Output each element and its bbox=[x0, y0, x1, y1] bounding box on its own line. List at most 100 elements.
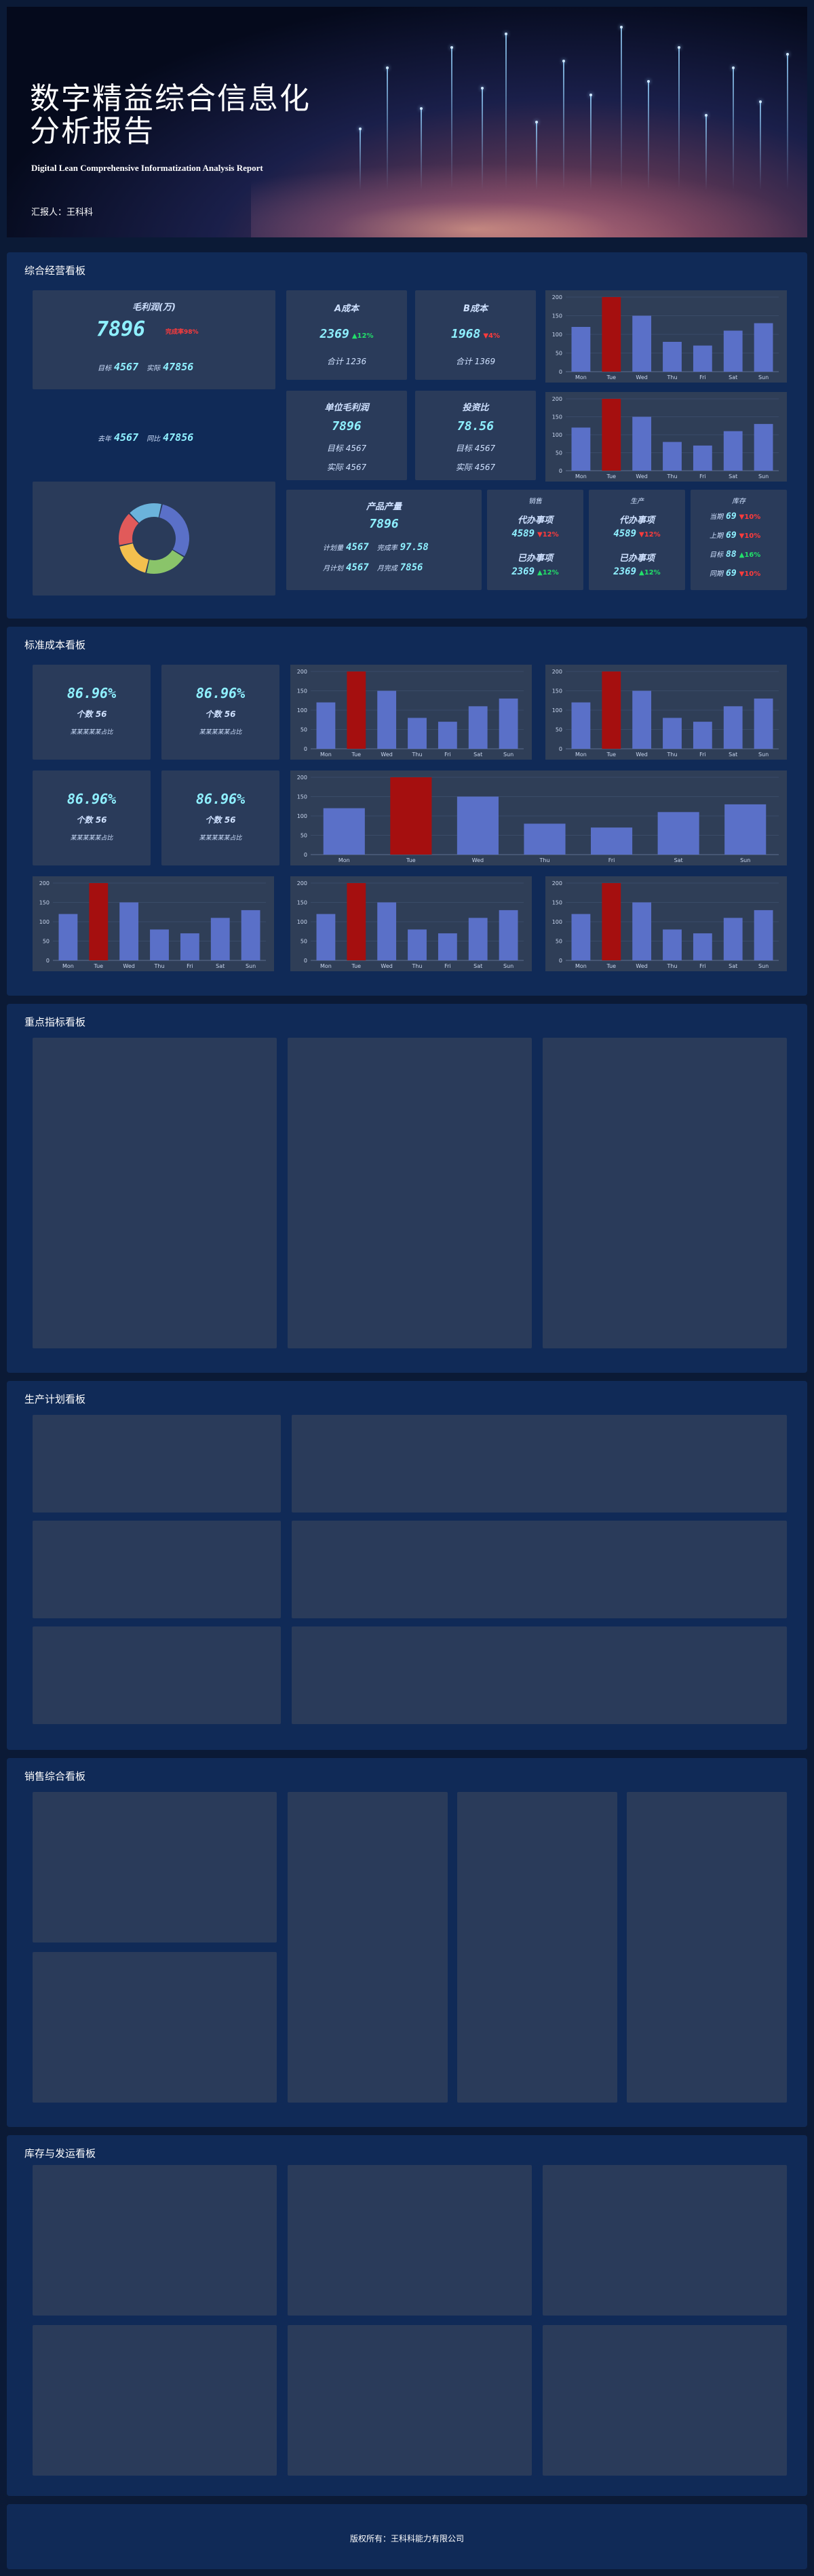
x-tick-label: Tue bbox=[606, 752, 616, 758]
light-beam bbox=[678, 47, 680, 190]
bar bbox=[602, 671, 621, 749]
inventory-row: 当期 69 ▼10% bbox=[710, 511, 761, 522]
x-tick-label: Sat bbox=[729, 374, 737, 380]
hero-glow bbox=[251, 163, 807, 237]
bar bbox=[210, 918, 230, 960]
empty-panel bbox=[33, 1521, 281, 1618]
profit-row-1: 目标 4567 实际 47856 bbox=[98, 361, 194, 373]
y-tick-label: 50 bbox=[556, 351, 562, 357]
section-title: 生产计划看板 bbox=[24, 1394, 86, 1405]
a-cost-label: A成本 bbox=[334, 304, 360, 314]
y-tick-label: 0 bbox=[46, 958, 50, 964]
x-tick-label: Thu bbox=[539, 857, 549, 863]
x-tick-label: Thu bbox=[666, 752, 677, 758]
light-dot bbox=[759, 100, 762, 103]
bar bbox=[241, 910, 260, 960]
b-cost-sub: 合计 1369 bbox=[455, 357, 496, 366]
light-beam bbox=[787, 54, 788, 190]
copyright-text: 版权所有：王科科能力有限公司 bbox=[349, 2534, 464, 2543]
empty-panel bbox=[33, 1792, 277, 1943]
x-tick-label: Mon bbox=[320, 752, 332, 758]
x-tick-label: Tue bbox=[93, 963, 103, 969]
light-dot bbox=[450, 46, 453, 49]
b-cost-card: B成本 1968 ▼4% 合计 1369 bbox=[415, 290, 536, 380]
output-label: 产品产量 bbox=[366, 502, 402, 512]
bar-chart-card: 0 50 100 150 200 Mon Tue Wed Thu Fri Sat Sun bbox=[33, 876, 274, 971]
light-dot bbox=[535, 121, 538, 123]
x-tick-label: Sun bbox=[503, 752, 513, 758]
y-tick-label: 0 bbox=[559, 958, 562, 964]
profit-card: 毛利润(万) 7896 完成率98% 目标 4567 实际 47856 bbox=[33, 290, 275, 389]
bar bbox=[632, 690, 652, 749]
bar-chart: 0 50 100 150 200 Mon Tue Wed Thu Fri Sat Sun bbox=[552, 669, 779, 758]
y-tick-label: 150 bbox=[39, 900, 50, 906]
bar bbox=[89, 883, 109, 960]
section-title: 标准成本看板 bbox=[24, 640, 86, 651]
sales-todo-label: 代办事项 bbox=[517, 515, 553, 526]
profit-badge: 完成率98% bbox=[166, 329, 199, 336]
y-tick-label: 50 bbox=[43, 939, 50, 945]
bar bbox=[591, 827, 633, 855]
unit-profit-label: 单位毛利润 bbox=[324, 403, 369, 413]
unit-profit-value: 7896 bbox=[332, 419, 362, 433]
y-tick-label: 100 bbox=[552, 432, 562, 438]
bar bbox=[377, 690, 397, 749]
bar bbox=[468, 918, 488, 960]
bar bbox=[693, 345, 712, 372]
light-dot bbox=[481, 87, 484, 90]
x-tick-label: Sat bbox=[729, 963, 737, 969]
light-beam bbox=[733, 68, 734, 190]
light-dot bbox=[359, 128, 362, 130]
empty-panel bbox=[627, 1792, 787, 2103]
x-tick-label: Sun bbox=[740, 857, 750, 863]
empty-panel bbox=[292, 1626, 787, 1724]
empty-panel bbox=[292, 1521, 787, 1618]
x-tick-label: Sat bbox=[216, 963, 225, 969]
light-beam bbox=[482, 88, 483, 190]
sales-label: 销售 bbox=[528, 498, 542, 505]
empty-panel bbox=[543, 2165, 787, 2316]
output-card: 产品产量 7896 计划量 4567 完成率 97.58 月计划 4567 月完… bbox=[286, 490, 482, 590]
x-tick-label: Wed bbox=[636, 374, 647, 380]
a-cost-delta: ▲12% bbox=[351, 332, 374, 340]
bar bbox=[602, 399, 621, 471]
bar bbox=[316, 914, 336, 960]
empty-panel bbox=[457, 1792, 617, 2103]
y-tick-label: 0 bbox=[304, 958, 307, 964]
light-beam bbox=[536, 122, 537, 190]
bar bbox=[58, 914, 78, 960]
x-tick-label: Thu bbox=[411, 963, 422, 969]
x-tick-label: Tue bbox=[351, 963, 361, 969]
investment-actual: 实际 4567 bbox=[455, 463, 496, 472]
x-tick-label: Sun bbox=[758, 963, 769, 969]
y-tick-label: 200 bbox=[297, 669, 307, 675]
empty-panel bbox=[33, 2165, 277, 2316]
bar-chart: 0 50 100 150 200 Mon Tue Wed Thu Fri Sat Sun bbox=[39, 880, 266, 969]
output-row-1: 计划量 4567 完成率 97.58 bbox=[323, 542, 429, 553]
y-tick-label: 200 bbox=[297, 880, 307, 886]
x-tick-label: Thu bbox=[153, 963, 164, 969]
x-tick-label: Thu bbox=[666, 963, 677, 969]
empty-panel bbox=[33, 1952, 277, 2103]
light-beam bbox=[421, 109, 422, 190]
empty-panel bbox=[288, 1792, 448, 2103]
x-tick-label: Sun bbox=[758, 473, 769, 480]
bar bbox=[347, 883, 366, 960]
bar bbox=[632, 902, 652, 960]
section-production-plan-board: 生产计划看板 bbox=[7, 1381, 807, 1750]
empty-panel bbox=[288, 2165, 532, 2316]
inventory-row: 上期 69 ▼10% bbox=[710, 530, 761, 541]
production-label: 生产 bbox=[630, 498, 644, 505]
a-cost-card: A成本 2369 ▲12% 合计 1236 bbox=[286, 290, 407, 380]
inventory-card: 库存 当期 69 ▼10% 上期 69 ▼10% 目标 88 ▲16% 同期 6… bbox=[691, 490, 787, 590]
x-tick-label: Wed bbox=[123, 963, 134, 969]
bar-chart: 0 50 100 150 200 Mon Tue Wed Thu Fri Sat Sun bbox=[552, 396, 779, 480]
y-tick-label: 150 bbox=[552, 900, 562, 906]
y-tick-label: 50 bbox=[556, 939, 562, 945]
output-value: 7896 bbox=[369, 517, 399, 531]
bar bbox=[754, 323, 773, 372]
title-line-2: 分析报告 bbox=[30, 115, 155, 148]
x-tick-label: Wed bbox=[636, 473, 647, 480]
light-dot bbox=[620, 26, 623, 28]
x-tick-label: Tue bbox=[406, 857, 416, 863]
